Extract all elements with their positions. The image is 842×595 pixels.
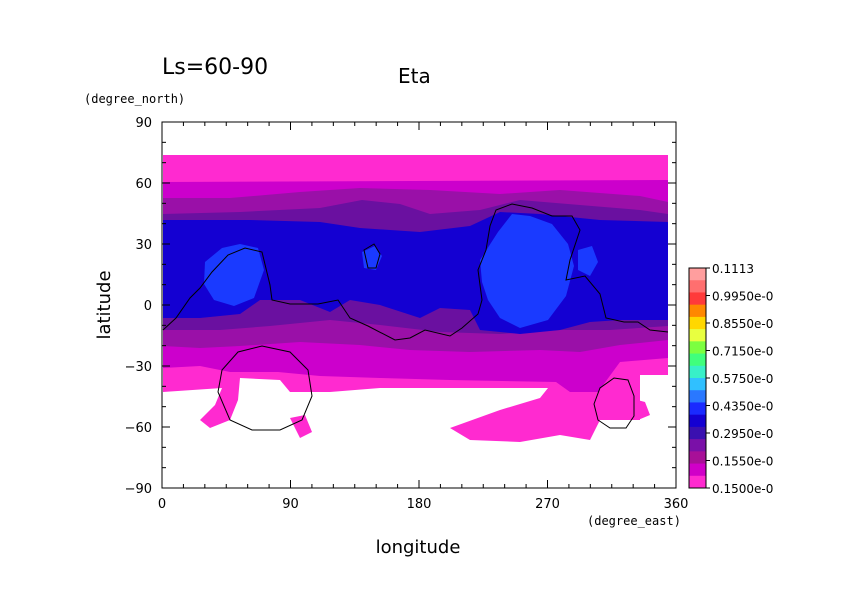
colorbar-swatch [689, 268, 706, 281]
colorbar-swatch [689, 426, 706, 440]
x-tick-label: 180 [407, 497, 432, 512]
colorbar-label: 0.4350e-0 [712, 400, 773, 414]
colorbar-swatch [689, 316, 706, 330]
axis-ticks [161, 121, 677, 489]
chart-title: Eta [398, 64, 431, 88]
x-tick-label: 270 [535, 497, 560, 512]
x-axis-label: longitude [376, 537, 461, 558]
chart-subtitle: Ls=60-90 [162, 55, 268, 80]
plot-area [161, 121, 677, 489]
colorbar-label: 0.8550e-0 [712, 317, 773, 331]
colorbar-swatch [689, 439, 706, 452]
x-axis-unit: (degree_east) [587, 514, 681, 528]
colorbar-label: 0.2950e-0 [712, 427, 773, 441]
colorbar-swatch [689, 378, 706, 391]
colorbar-swatch [689, 353, 706, 367]
topo-line-argyre [593, 377, 635, 429]
y-tick-label: 60 [135, 177, 152, 192]
topo-line-hellas [217, 345, 313, 431]
colorbar-swatch [689, 292, 706, 306]
topo-line-tharsis [162, 203, 669, 341]
y-axis-label: latitude [94, 270, 115, 339]
topography-contours [162, 203, 669, 431]
y-tick-label: −90 [125, 482, 152, 497]
contour-band-bright-blue-east [480, 214, 574, 328]
y-tick-label: −30 [125, 360, 152, 375]
colorbar-swatch [689, 365, 706, 379]
colorbar-label: 0.7150e-0 [712, 345, 773, 359]
colorbar-swatch [689, 402, 706, 416]
colorbar-swatch [689, 329, 706, 342]
contour-band-bright-blue-west [204, 244, 264, 306]
y-tick-labels: 90 60 30 0 −30 −60 −90 [125, 116, 152, 497]
y-tick-label: −60 [125, 421, 152, 436]
colorbar-swatch [689, 390, 706, 403]
colorbar-labels: 0.1113 0.9950e-0 0.8550e-0 0.7150e-0 0.5750e… [706, 262, 773, 496]
colorbar [688, 267, 707, 489]
y-tick-label: 0 [144, 299, 152, 314]
x-tick-label: 0 [158, 497, 166, 512]
colorbar-label: 0.1550e-0 [712, 455, 773, 469]
colorbar-swatch [689, 304, 706, 318]
x-tick-label: 360 [664, 497, 689, 512]
y-axis-unit: (degree_north) [84, 92, 185, 106]
x-tick-labels: 0 90 180 270 360 [158, 497, 689, 512]
topo-line-small-bump [363, 243, 381, 269]
y-tick-label: 90 [135, 116, 152, 131]
y-tick-label: 30 [135, 238, 152, 253]
colorbar-label: 0.1113 [712, 262, 754, 276]
colorbar-swatch [689, 341, 706, 355]
colorbar-swatch [689, 414, 706, 428]
colorbar-swatch [689, 475, 706, 489]
colorbar-swatch [689, 280, 706, 293]
colorbar-swatch [689, 463, 706, 477]
colorbar-label: 0.5750e-0 [712, 372, 773, 386]
colorbar-swatch [689, 451, 706, 465]
x-tick-label: 90 [282, 497, 299, 512]
colorbar-label: 0.9950e-0 [712, 290, 773, 304]
contour-band-bright-blue-right [578, 246, 598, 276]
colorbar-label: 0.1500e-0 [712, 482, 773, 496]
